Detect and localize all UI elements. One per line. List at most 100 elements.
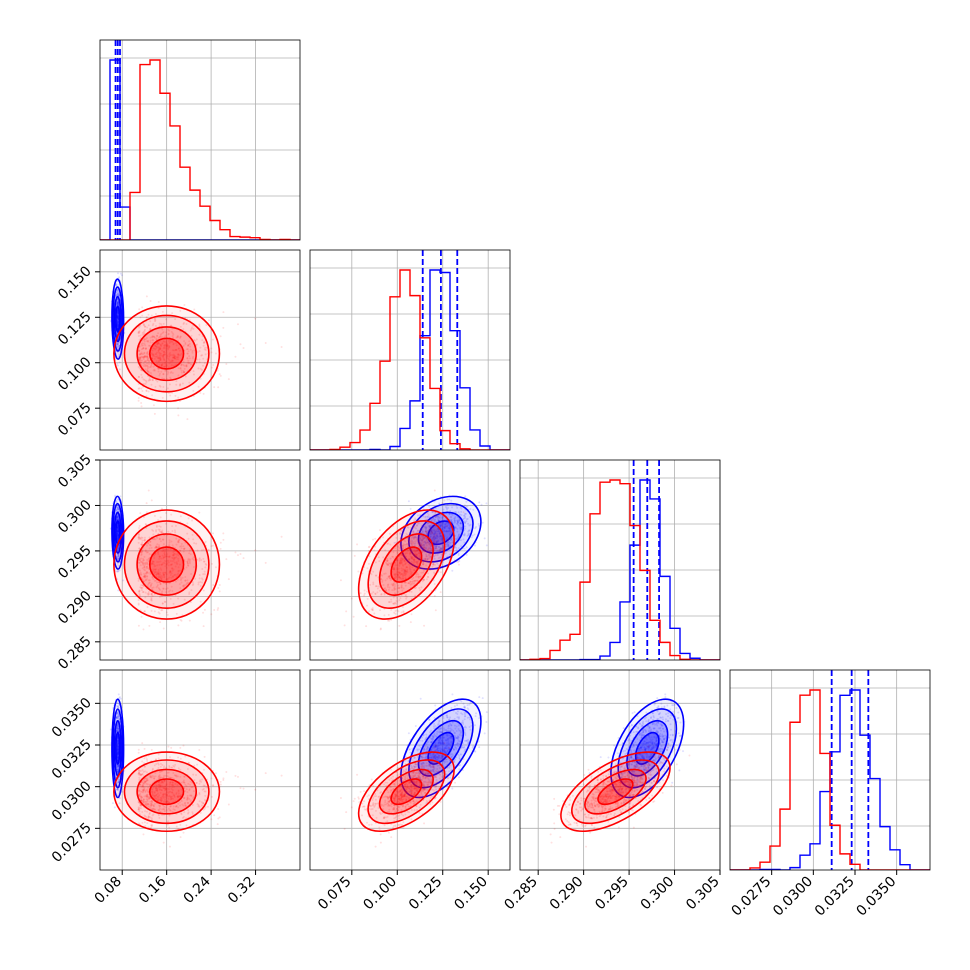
sample-point [195, 361, 198, 364]
sample-point [116, 538, 119, 541]
sample-point [179, 325, 182, 328]
sample-point [179, 545, 182, 548]
sample-point [182, 363, 185, 366]
sample-point [367, 546, 370, 549]
sample-point [161, 355, 164, 358]
sample-point [145, 571, 148, 574]
sample-point [116, 294, 119, 297]
sample-point [190, 334, 193, 337]
sample-point [187, 537, 190, 540]
sample-point [117, 303, 120, 306]
sample-point [147, 593, 150, 596]
sample-point [175, 575, 178, 578]
sample-point [197, 583, 200, 586]
sample-point [193, 349, 196, 352]
sample-point [170, 585, 173, 588]
sample-point [116, 515, 119, 518]
sample-point [161, 602, 164, 605]
sample-point [157, 581, 160, 584]
sample-point [159, 347, 162, 350]
sample-point [177, 353, 180, 356]
sample-point [188, 381, 191, 384]
sample-point [155, 546, 158, 549]
sample-point [143, 355, 146, 358]
sample-point [117, 536, 120, 539]
sample-point [177, 347, 180, 350]
sample-point [204, 562, 207, 565]
sample-point [118, 510, 121, 513]
sample-point [146, 562, 149, 565]
histogram-panel-0 [99, 39, 301, 241]
sample-point [145, 364, 148, 367]
sample-point [147, 362, 150, 365]
sample-point [153, 572, 156, 575]
sample-point [141, 562, 144, 565]
sample-point [161, 396, 164, 399]
sample-point [150, 314, 153, 317]
sample-point [179, 354, 182, 357]
sample-point [162, 573, 165, 576]
sample-point [162, 322, 165, 325]
sample-point [180, 352, 183, 355]
sample-point [117, 530, 120, 533]
sample-point [142, 559, 145, 562]
sample-point [146, 355, 149, 358]
sample-point [178, 583, 181, 586]
sample-point [170, 364, 173, 367]
sample-point [156, 543, 159, 546]
sample-point [165, 573, 168, 576]
sample-point [163, 600, 166, 603]
sample-point [190, 327, 193, 330]
sample-point [142, 323, 145, 326]
sample-point [158, 537, 161, 540]
sample-point [165, 364, 168, 367]
sample-point [198, 557, 201, 560]
sample-point [116, 320, 119, 323]
sample-point [143, 575, 146, 578]
sample-point [142, 356, 145, 359]
sample-point [116, 535, 119, 538]
sample-point [146, 365, 149, 368]
sample-point [171, 530, 174, 533]
sample-point [145, 572, 148, 575]
sample-point [149, 336, 152, 339]
sample-point [441, 502, 444, 505]
sample-point [156, 561, 159, 564]
sample-point [158, 563, 161, 566]
sample-point [212, 364, 215, 367]
sample-point [204, 348, 207, 351]
sample-point [165, 591, 168, 594]
sample-point [143, 536, 146, 539]
sample-point [138, 308, 141, 311]
sample-point [167, 344, 170, 347]
sample-point [117, 534, 120, 537]
sample-point [151, 563, 154, 566]
sample-point [199, 600, 202, 603]
sample-point [157, 519, 160, 522]
sample-point [149, 379, 152, 382]
sample-point [143, 332, 146, 335]
sample-point [165, 578, 168, 581]
sample-point [117, 498, 120, 501]
sample-point [152, 533, 155, 536]
sample-point [156, 362, 159, 365]
sample-point [172, 356, 175, 359]
sample-point [165, 611, 168, 614]
sample-point [148, 543, 151, 546]
sample-point [216, 608, 219, 611]
sample-point [139, 361, 142, 364]
sample-point [149, 540, 152, 543]
sample-point [138, 590, 141, 593]
sample-point [116, 317, 119, 320]
sample-point [145, 390, 148, 393]
sample-point [122, 579, 125, 582]
sample-point [152, 353, 155, 356]
sample-point [148, 359, 151, 362]
sample-point [170, 324, 173, 327]
sample-point [155, 351, 158, 354]
sample-point [182, 371, 185, 374]
sample-point [143, 566, 146, 569]
sample-point [117, 344, 120, 347]
sample-point [186, 560, 189, 563]
sample-point [143, 564, 146, 567]
